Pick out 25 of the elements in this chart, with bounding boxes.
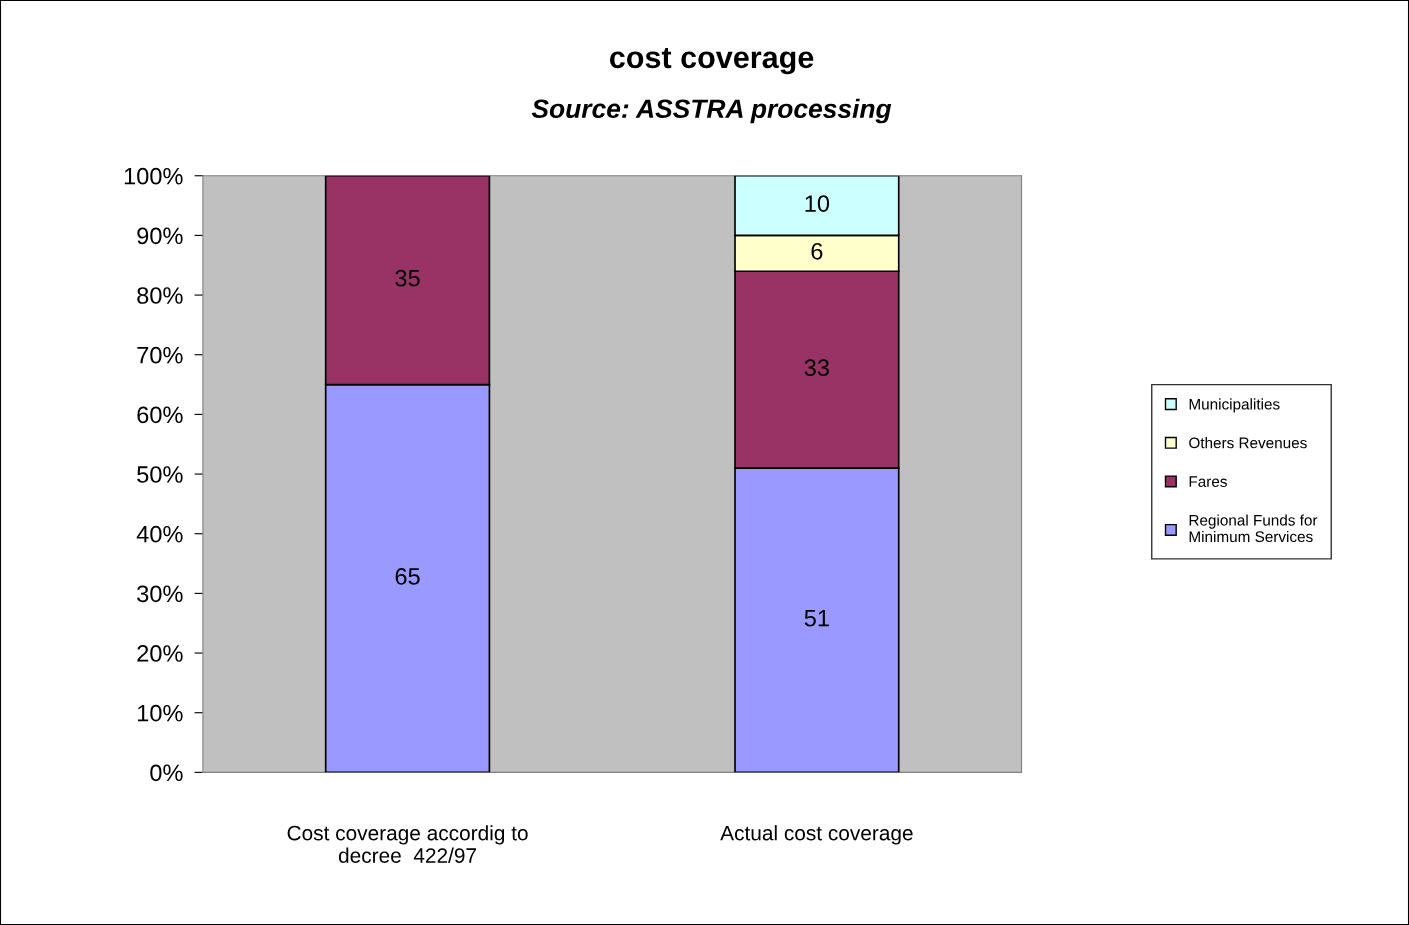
y-tick-label: 30% bbox=[137, 585, 183, 603]
legend-label: Others Revenues bbox=[1189, 437, 1307, 449]
data-label: 33 bbox=[804, 359, 829, 376]
y-tick-label: 70% bbox=[137, 346, 183, 364]
data-label: 51 bbox=[804, 610, 829, 627]
y-tick-label: 10% bbox=[138, 704, 183, 722]
y-tick-label: 20% bbox=[137, 645, 183, 662]
y-tick-label: 90% bbox=[137, 227, 183, 245]
y-tick-label: 100% bbox=[124, 167, 183, 185]
y-tick-label: 40% bbox=[136, 525, 183, 543]
y-tick-label: 0% bbox=[150, 764, 183, 782]
y-tick-label: 60% bbox=[137, 406, 183, 424]
data-label: 10 bbox=[805, 195, 830, 212]
y-tick-label: 50% bbox=[137, 466, 183, 483]
chart-subtitle: Source: ASSTRA processing bbox=[531, 98, 892, 124]
data-label: 35 bbox=[395, 269, 420, 287]
legend-label: Municipalities bbox=[1189, 398, 1280, 413]
data-label: 65 bbox=[395, 568, 420, 585]
chart-title: cost coverage bbox=[610, 47, 814, 75]
x-tick-label: Cost coverage accordig to decree 422/97 bbox=[287, 825, 528, 863]
legend-label: Fares bbox=[1189, 476, 1227, 487]
data-label: 6 bbox=[811, 242, 823, 260]
x-tick-label: Actual cost coverage bbox=[720, 825, 913, 845]
y-tick-label: 80% bbox=[137, 287, 183, 304]
legend-label: Regional Funds for Minimum Services bbox=[1189, 514, 1318, 543]
